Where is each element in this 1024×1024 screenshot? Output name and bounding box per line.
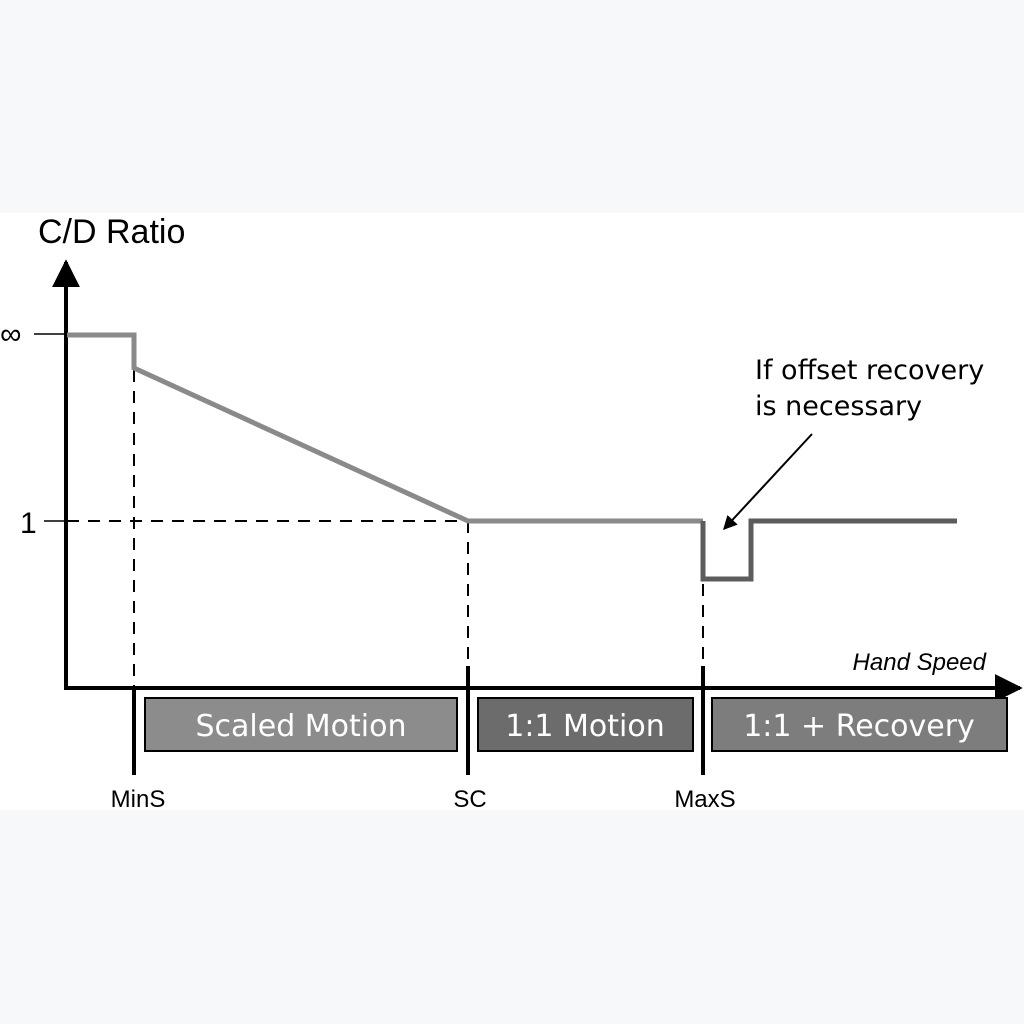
- cd-curve-recovery: [700, 518, 957, 582]
- region-scaled-motion: [144, 697, 458, 752]
- annotation-line-1: If offset recovery: [755, 355, 984, 386]
- marker-label-max-speed: MaxS: [674, 786, 735, 813]
- y-tick-one: 1: [20, 507, 37, 540]
- marker-label-min-speed: MinS: [111, 786, 166, 813]
- region-one-to-one-recovery: [711, 697, 1008, 752]
- region-one-to-one-motion: [477, 697, 694, 752]
- region-label-one-to-one-motion: 1:1 Motion: [505, 709, 665, 744]
- marker-label-scaling-constant: SC: [453, 786, 486, 813]
- cd-curve-scaled: [67, 332, 703, 524]
- x-axis-label: Hand Speed: [853, 649, 987, 676]
- y-axis-label: C/D Ratio: [38, 213, 185, 251]
- annotation-arrow: [723, 433, 813, 531]
- annotation-line-2: is necessary: [755, 391, 922, 422]
- y-tick-infinity: ∞: [0, 318, 21, 351]
- region-label-one-to-one-recovery: 1:1 + Recovery: [743, 709, 975, 744]
- region-label-scaled-motion: Scaled Motion: [196, 709, 407, 744]
